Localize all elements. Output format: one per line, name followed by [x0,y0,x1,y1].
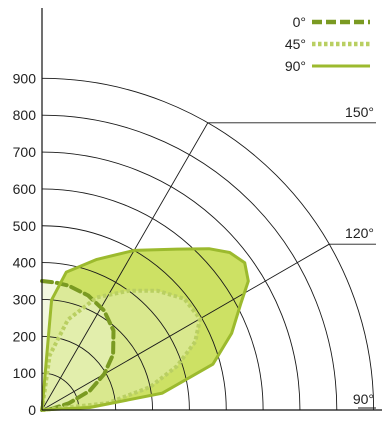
angle-label-1: 120° [345,225,374,241]
tick-label-800: 800 [13,107,37,123]
legend-label-0: 0° [293,14,306,30]
grid-circle-900 [41,77,375,411]
angle-label-2: 90° [353,391,374,407]
tick-label-600: 600 [13,181,37,197]
polar-grid [41,77,376,411]
angle-label-0: 150° [345,104,374,120]
tick-label-400: 400 [13,255,37,271]
grid-circle-700 [41,151,301,411]
tick-label-500: 500 [13,218,37,234]
tick-label-200: 200 [13,328,37,344]
radial-line-30 [41,122,209,411]
axes [41,8,382,411]
legend-label-2: 90° [285,58,306,74]
grid-circle-800 [41,114,338,411]
angle-labels: 150° 120° 90° [345,104,374,407]
grid-circle-600 [41,188,264,411]
tick-label-100: 100 [13,365,37,381]
series-line-0 [40,279,116,412]
radial-line-60 [41,243,330,411]
tick-label-0: 0 [28,402,36,418]
grid-circle-300 [41,299,153,411]
tick-label-700: 700 [13,144,37,160]
tick-label-300: 300 [13,291,37,307]
tick-label-900: 900 [13,70,37,86]
legend-label-1: 45° [285,36,306,52]
grid-circle-500 [41,225,227,411]
series-line-2 [40,247,250,412]
series-fills [42,248,249,410]
legend: 0° 45° 90° [285,14,370,74]
radial-tick-labels: 0 100 200 300 400 500 600 700 800 900 [13,70,37,418]
series-lines [40,247,250,412]
